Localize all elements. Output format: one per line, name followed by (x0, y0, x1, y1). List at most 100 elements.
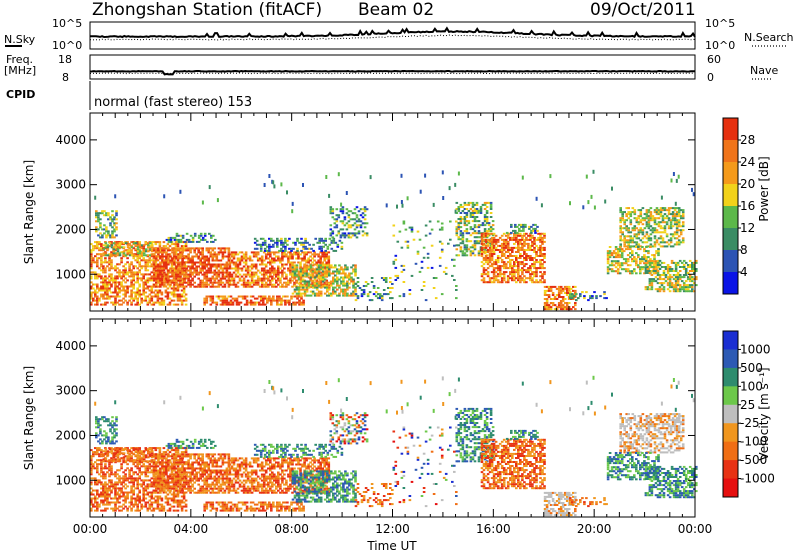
power-cell (664, 276, 668, 279)
power-cell (481, 244, 485, 247)
power-cell (621, 219, 624, 222)
power-cell (618, 248, 622, 251)
power-cell (208, 185, 211, 190)
power-cell (521, 238, 524, 241)
power-cell (344, 274, 347, 277)
power-cell (256, 251, 260, 254)
power-cell (531, 234, 534, 237)
freq-tick-bottom: 8 (62, 71, 69, 84)
power-cell (529, 249, 532, 251)
power-cell (479, 206, 483, 208)
power-cell (251, 303, 255, 306)
power-cell (525, 281, 528, 284)
power-cell (315, 288, 319, 291)
power-cell (264, 257, 268, 260)
power-cell (406, 244, 410, 247)
power-cell (440, 226, 444, 229)
power-cell (114, 301, 117, 304)
power-cell (213, 263, 217, 266)
power-cell (163, 255, 166, 258)
power-cell (219, 265, 223, 268)
power-cell (509, 255, 512, 257)
power-cell (471, 246, 475, 249)
power-cell (521, 255, 524, 257)
power-cell (639, 239, 643, 242)
power-cell (549, 298, 553, 300)
power-cell (473, 236, 477, 239)
power-cell (176, 289, 180, 292)
power-cell (161, 281, 164, 284)
power-cell (527, 244, 530, 247)
power-cell (150, 297, 154, 300)
power-cell (486, 259, 490, 261)
power-cell (648, 272, 652, 274)
power-cell (134, 273, 137, 276)
power-cell (312, 249, 315, 252)
power-cell (332, 239, 336, 242)
power-cell (167, 253, 170, 256)
power-cell (292, 301, 295, 304)
power-cell (363, 214, 367, 217)
power-cell (543, 255, 546, 257)
power-cell (686, 288, 690, 291)
power-cell (157, 273, 160, 276)
power-cell (275, 281, 278, 284)
power-cell (159, 255, 162, 258)
velocity-cell (94, 495, 97, 498)
power-cell (661, 215, 665, 218)
power-cell (215, 257, 219, 260)
power-cell (459, 222, 463, 225)
velocity-cell (94, 481, 97, 484)
power-cell (305, 284, 309, 287)
power-cell (649, 213, 653, 216)
power-cell (106, 277, 109, 280)
power-cell (155, 273, 158, 276)
power-cell (291, 209, 294, 214)
power-cell (289, 251, 292, 254)
power-cell (203, 285, 206, 288)
power-cell (138, 241, 141, 244)
power-cell (506, 242, 510, 245)
power-cell (489, 226, 493, 229)
power-cell (667, 207, 671, 210)
power-cell (363, 226, 367, 229)
power-cell (320, 249, 323, 252)
power-cell (152, 269, 156, 272)
power-cell (676, 278, 680, 281)
power-cell (302, 299, 305, 302)
power-cell (610, 252, 614, 255)
power-cell (162, 303, 166, 306)
power-cell (490, 263, 494, 266)
power-cell (172, 291, 176, 294)
power-cell (502, 277, 506, 280)
power-cell (239, 295, 243, 298)
power-cell (469, 254, 473, 257)
power-cell (269, 255, 272, 258)
power-cell (96, 245, 99, 248)
power-cell (494, 267, 498, 270)
power-cell (659, 245, 663, 248)
power-cell (627, 213, 630, 216)
power-cell (146, 277, 150, 280)
power-cell (130, 263, 133, 266)
power-cell (368, 291, 372, 294)
power-cell (565, 302, 569, 304)
power-cell (676, 282, 680, 285)
velocity-cell (98, 459, 101, 462)
power-cell (643, 235, 647, 238)
power-cell (229, 295, 233, 298)
power-cell (155, 259, 158, 262)
power-cell (350, 280, 353, 283)
power-cell (655, 252, 658, 255)
power-cell (174, 293, 178, 296)
power-cell (122, 252, 126, 255)
power-cell (326, 288, 329, 291)
power-cell (691, 280, 694, 283)
power-cell (322, 245, 325, 248)
power-cell (674, 278, 678, 281)
power-cell (521, 234, 524, 237)
power-cell (217, 281, 221, 284)
power-cell (496, 267, 500, 270)
power-cell (90, 255, 93, 258)
velocity-cell (90, 459, 93, 462)
